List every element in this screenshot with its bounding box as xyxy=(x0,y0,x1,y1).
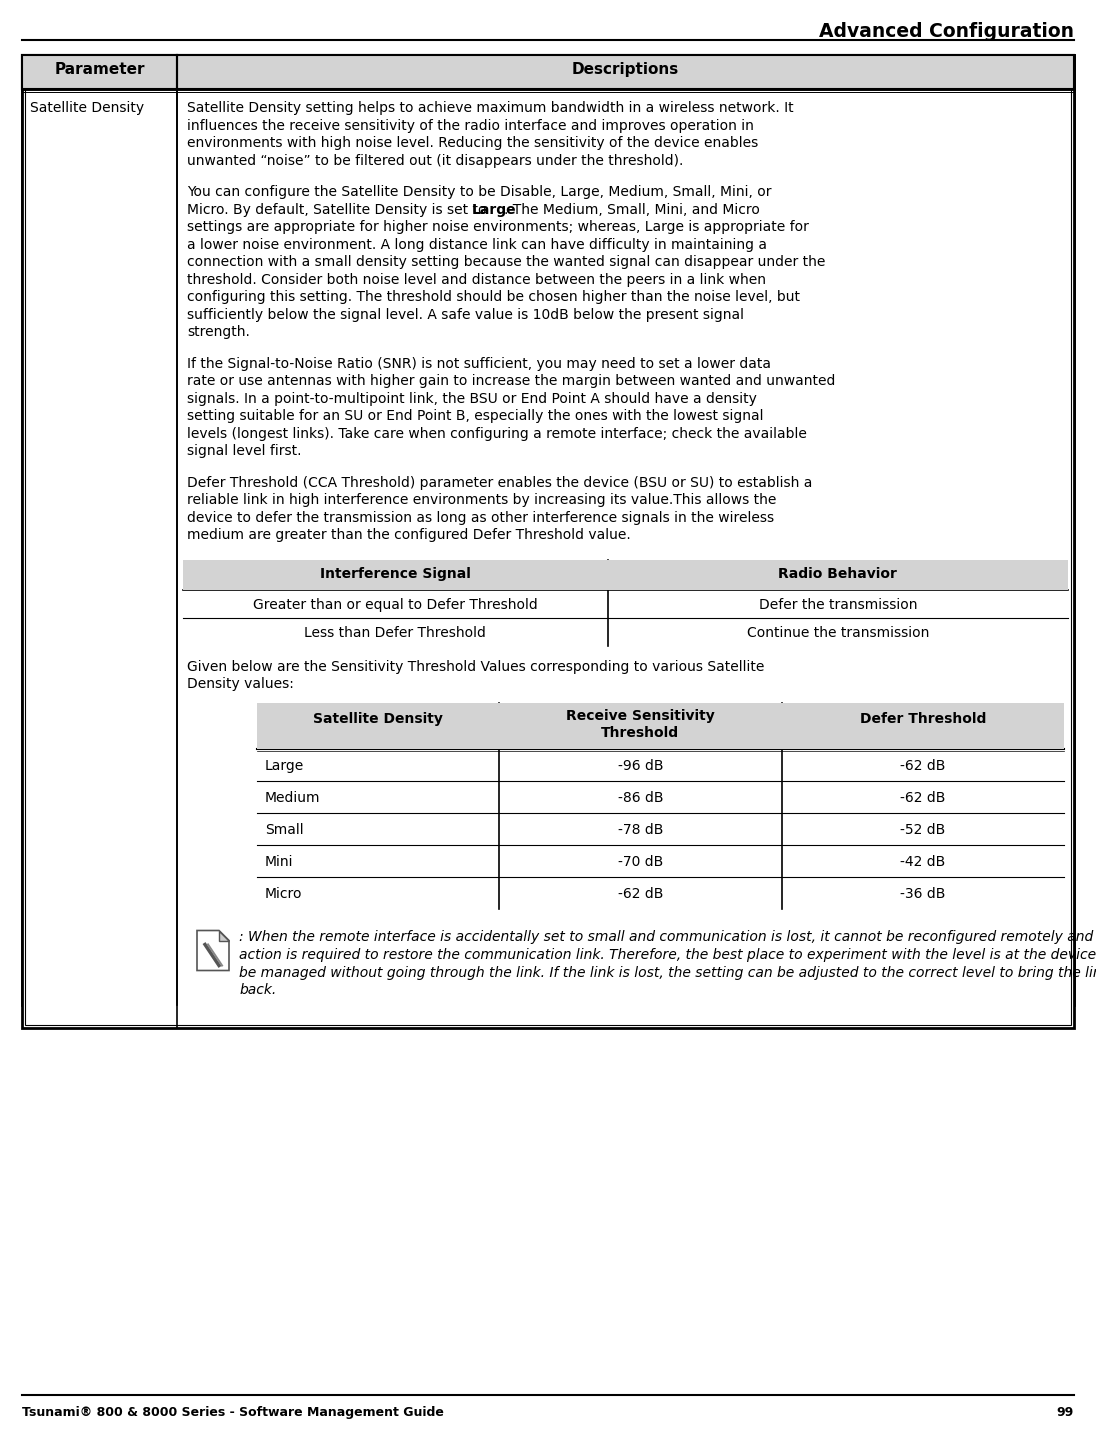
Text: -52 dB: -52 dB xyxy=(900,823,946,836)
Text: Medium: Medium xyxy=(265,790,320,805)
Text: -70 dB: -70 dB xyxy=(618,855,663,869)
Text: Tsunami® 800 & 8000 Series - Software Management Guide: Tsunami® 800 & 8000 Series - Software Ma… xyxy=(22,1406,444,1419)
Text: -96 dB: -96 dB xyxy=(617,759,663,773)
Text: Parameter: Parameter xyxy=(54,61,145,77)
Bar xyxy=(22,54,1074,89)
Text: -62 dB: -62 dB xyxy=(618,886,663,900)
Text: signal level first.: signal level first. xyxy=(187,444,301,459)
Bar xyxy=(183,560,1068,646)
Text: Small: Small xyxy=(265,823,304,836)
Text: Receive Sensitivity: Receive Sensitivity xyxy=(566,709,715,723)
Text: Descriptions: Descriptions xyxy=(572,61,680,77)
Text: Micro: Micro xyxy=(265,886,302,900)
Text: Advanced Configuration: Advanced Configuration xyxy=(819,21,1074,41)
Text: action is required to restore the communication link. Therefore, the best place : action is required to restore the commun… xyxy=(239,947,1096,962)
Bar xyxy=(22,54,1074,1005)
Text: -86 dB: -86 dB xyxy=(617,790,663,805)
Text: -42 dB: -42 dB xyxy=(900,855,946,869)
Text: Interference Signal: Interference Signal xyxy=(320,566,471,580)
Polygon shape xyxy=(219,930,229,940)
Text: sufficiently below the signal level. A safe value is 10dB below the present sign: sufficiently below the signal level. A s… xyxy=(187,307,744,322)
Bar xyxy=(256,703,1064,909)
Text: -36 dB: -36 dB xyxy=(900,886,946,900)
Text: -62 dB: -62 dB xyxy=(900,790,946,805)
Text: Radio Behavior: Radio Behavior xyxy=(778,566,898,580)
Text: -78 dB: -78 dB xyxy=(618,823,663,836)
Text: Density values:: Density values: xyxy=(187,677,294,692)
Text: Satellite Density: Satellite Density xyxy=(30,101,145,114)
Text: signals. In a point-to-multipoint link, the BSU or End Point A should have a den: signals. In a point-to-multipoint link, … xyxy=(187,392,757,406)
Text: device to defer the transmission as long as other interference signals in the wi: device to defer the transmission as long… xyxy=(187,510,774,524)
Text: : When the remote interface is accidentally set to small and communication is lo: : When the remote interface is accidenta… xyxy=(239,930,1096,945)
Text: Continue the transmission: Continue the transmission xyxy=(746,626,929,640)
Text: a lower noise environment. A long distance link can have difficulty in maintaini: a lower noise environment. A long distan… xyxy=(187,237,767,252)
Text: environments with high noise level. Reducing the sensitivity of the device enabl: environments with high noise level. Redu… xyxy=(187,136,758,150)
Text: Mini: Mini xyxy=(265,855,294,869)
Text: Threshold: Threshold xyxy=(602,726,680,740)
Bar xyxy=(22,54,1074,89)
Text: settings are appropriate for higher noise environments; whereas, Large is approp: settings are appropriate for higher nois… xyxy=(187,220,809,234)
Text: influences the receive sensitivity of the radio interface and improves operation: influences the receive sensitivity of th… xyxy=(187,119,754,133)
Text: back.: back. xyxy=(239,983,276,997)
Text: Defer Threshold: Defer Threshold xyxy=(859,712,986,726)
Text: Large: Large xyxy=(471,203,516,217)
Text: Less than Defer Threshold: Less than Defer Threshold xyxy=(305,626,487,640)
Text: Descriptions: Descriptions xyxy=(572,61,680,77)
Bar xyxy=(183,560,1068,590)
Text: You can configure the Satellite Density to be Disable, Large, Medium, Small, Min: You can configure the Satellite Density … xyxy=(187,184,772,199)
Text: Micro. By default, Satellite Density is set to: Micro. By default, Satellite Density is … xyxy=(187,203,491,217)
Text: configuring this setting. The threshold should be chosen higher than the noise l: configuring this setting. The threshold … xyxy=(187,290,800,304)
Text: threshold. Consider both noise level and distance between the peers in a link wh: threshold. Consider both noise level and… xyxy=(187,273,766,286)
Polygon shape xyxy=(197,930,229,970)
Bar xyxy=(22,54,1074,1027)
Text: unwanted “noise” to be filtered out (it disappears under the threshold).: unwanted “noise” to be filtered out (it … xyxy=(187,153,684,167)
Text: connection with a small density setting because the wanted signal can disappear : connection with a small density setting … xyxy=(187,254,825,269)
Text: Greater than or equal to Defer Threshold: Greater than or equal to Defer Threshold xyxy=(253,597,538,612)
Bar xyxy=(256,703,1064,749)
Text: setting suitable for an SU or End Point B, especially the ones with the lowest s: setting suitable for an SU or End Point … xyxy=(187,409,764,423)
Text: Large: Large xyxy=(265,759,305,773)
Text: Defer the transmission: Defer the transmission xyxy=(758,597,917,612)
Text: medium are greater than the configured Defer Threshold value.: medium are greater than the configured D… xyxy=(187,527,631,542)
Text: Parameter: Parameter xyxy=(54,61,145,77)
Bar xyxy=(185,562,1066,643)
Text: strength.: strength. xyxy=(187,324,250,339)
Text: Given below are the Sensitivity Threshold Values corresponding to various Satell: Given below are the Sensitivity Threshol… xyxy=(187,660,764,673)
Bar xyxy=(259,704,1062,906)
Text: be managed without going through the link. If the link is lost, the setting can : be managed without going through the lin… xyxy=(239,966,1096,979)
Text: rate or use antennas with higher gain to increase the margin between wanted and : rate or use antennas with higher gain to… xyxy=(187,374,835,389)
Text: Satellite Density: Satellite Density xyxy=(313,712,443,726)
Text: Defer Threshold (CCA Threshold) parameter enables the device (BSU or SU) to esta: Defer Threshold (CCA Threshold) paramete… xyxy=(187,476,812,490)
Text: If the Signal-to-Noise Ratio (SNR) is not sufficient, you may need to set a lowe: If the Signal-to-Noise Ratio (SNR) is no… xyxy=(187,356,770,370)
Bar xyxy=(25,59,1071,1002)
Text: . The Medium, Small, Mini, and Micro: . The Medium, Small, Mini, and Micro xyxy=(504,203,760,217)
Text: -62 dB: -62 dB xyxy=(900,759,946,773)
Text: 99: 99 xyxy=(1057,1406,1074,1419)
Text: levels (longest links). Take care when configuring a remote interface; check the: levels (longest links). Take care when c… xyxy=(187,426,807,440)
Bar xyxy=(25,59,1071,1025)
Text: Satellite Density setting helps to achieve maximum bandwidth in a wireless netwo: Satellite Density setting helps to achie… xyxy=(187,101,794,114)
Text: reliable link in high interference environments by increasing its value.This all: reliable link in high interference envir… xyxy=(187,493,776,507)
